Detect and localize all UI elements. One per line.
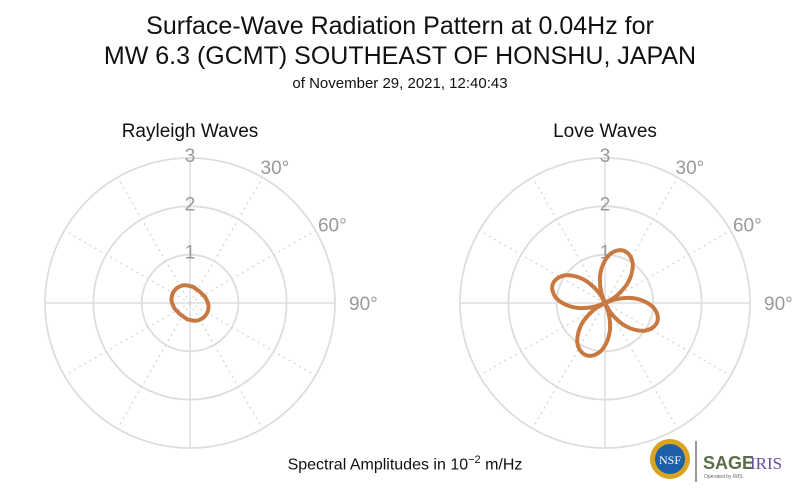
- operated-by-text: Operated by IRIS: [704, 474, 743, 480]
- angular-tick-label: 90°: [349, 294, 378, 315]
- radial-tick-label: 3: [600, 146, 611, 167]
- radiation-pattern-line: [550, 248, 660, 358]
- angular-gridline: [604, 177, 679, 304]
- angular-tick-label: 60°: [318, 216, 347, 237]
- angular-gridline: [116, 302, 191, 429]
- angular-gridline: [531, 302, 606, 429]
- nsf-sage-iris-logo: NSF SAGE IRIS Operated by IRIS: [648, 436, 798, 486]
- amplitude-units-label: Spectral Amplitudes in 10−2 m/Hz: [0, 454, 800, 474]
- angular-tick-label: 90°: [764, 294, 793, 315]
- radial-tick-label: 1: [185, 243, 196, 264]
- angular-gridline: [64, 229, 191, 304]
- radial-tick-label: 3: [185, 146, 196, 167]
- angular-gridline: [604, 229, 731, 304]
- radial-gridline: [459, 157, 751, 449]
- angular-gridline: [116, 177, 191, 304]
- nsf-logo-text: NSF: [659, 453, 681, 467]
- angular-gridline: [189, 229, 316, 304]
- radial-tick-label: 2: [600, 194, 611, 215]
- polar-plot-rayleigh: Rayleigh Waves 1 2 3 30° 60° 90°: [44, 121, 378, 449]
- figure-subtitle: of November 29, 2021, 12:40:43: [292, 75, 508, 92]
- angular-gridline: [479, 229, 606, 304]
- angular-gridline: [189, 302, 316, 377]
- radial-gridline: [44, 157, 336, 449]
- angular-gridline: [64, 302, 191, 377]
- angular-tick-label: 30°: [676, 158, 705, 179]
- angular-gridline: [531, 177, 606, 304]
- radial-gridline: [507, 205, 703, 401]
- units-suffix: m/Hz: [480, 456, 523, 474]
- figure-title-line1: Surface-Wave Radiation Pattern at 0.04Hz…: [146, 12, 654, 40]
- angular-gridline: [604, 302, 731, 377]
- angular-gridline: [189, 177, 264, 304]
- radial-tick-label: 1: [600, 243, 611, 264]
- units-prefix: Spectral Amplitudes in 10: [287, 456, 469, 474]
- radial-gridline: [140, 253, 240, 353]
- polar-plot-love: Love Waves 1 2 3 30° 60° 90°: [459, 121, 793, 449]
- subplot-title: Love Waves: [553, 121, 657, 142]
- angular-tick-label: 30°: [261, 158, 290, 179]
- radiation-pattern-line: [169, 283, 211, 323]
- radial-gridline: [555, 253, 655, 353]
- iris-logo-text: IRIS: [750, 454, 782, 473]
- angular-gridline: [189, 302, 264, 429]
- nsf-logo-globe: [655, 444, 685, 474]
- radial-gridline: [92, 205, 288, 401]
- angular-gridline: [604, 302, 679, 429]
- radial-tick-label: 2: [185, 194, 196, 215]
- sage-logo-text: SAGE: [703, 453, 754, 473]
- subplot-title: Rayleigh Waves: [122, 121, 259, 142]
- figure-title-line2: MW 6.3 (GCMT) SOUTHEAST OF HONSHU, JAPAN: [103, 42, 697, 70]
- angular-gridline: [479, 302, 606, 377]
- angular-tick-label: 60°: [733, 216, 762, 237]
- units-exponent: −2: [468, 454, 481, 466]
